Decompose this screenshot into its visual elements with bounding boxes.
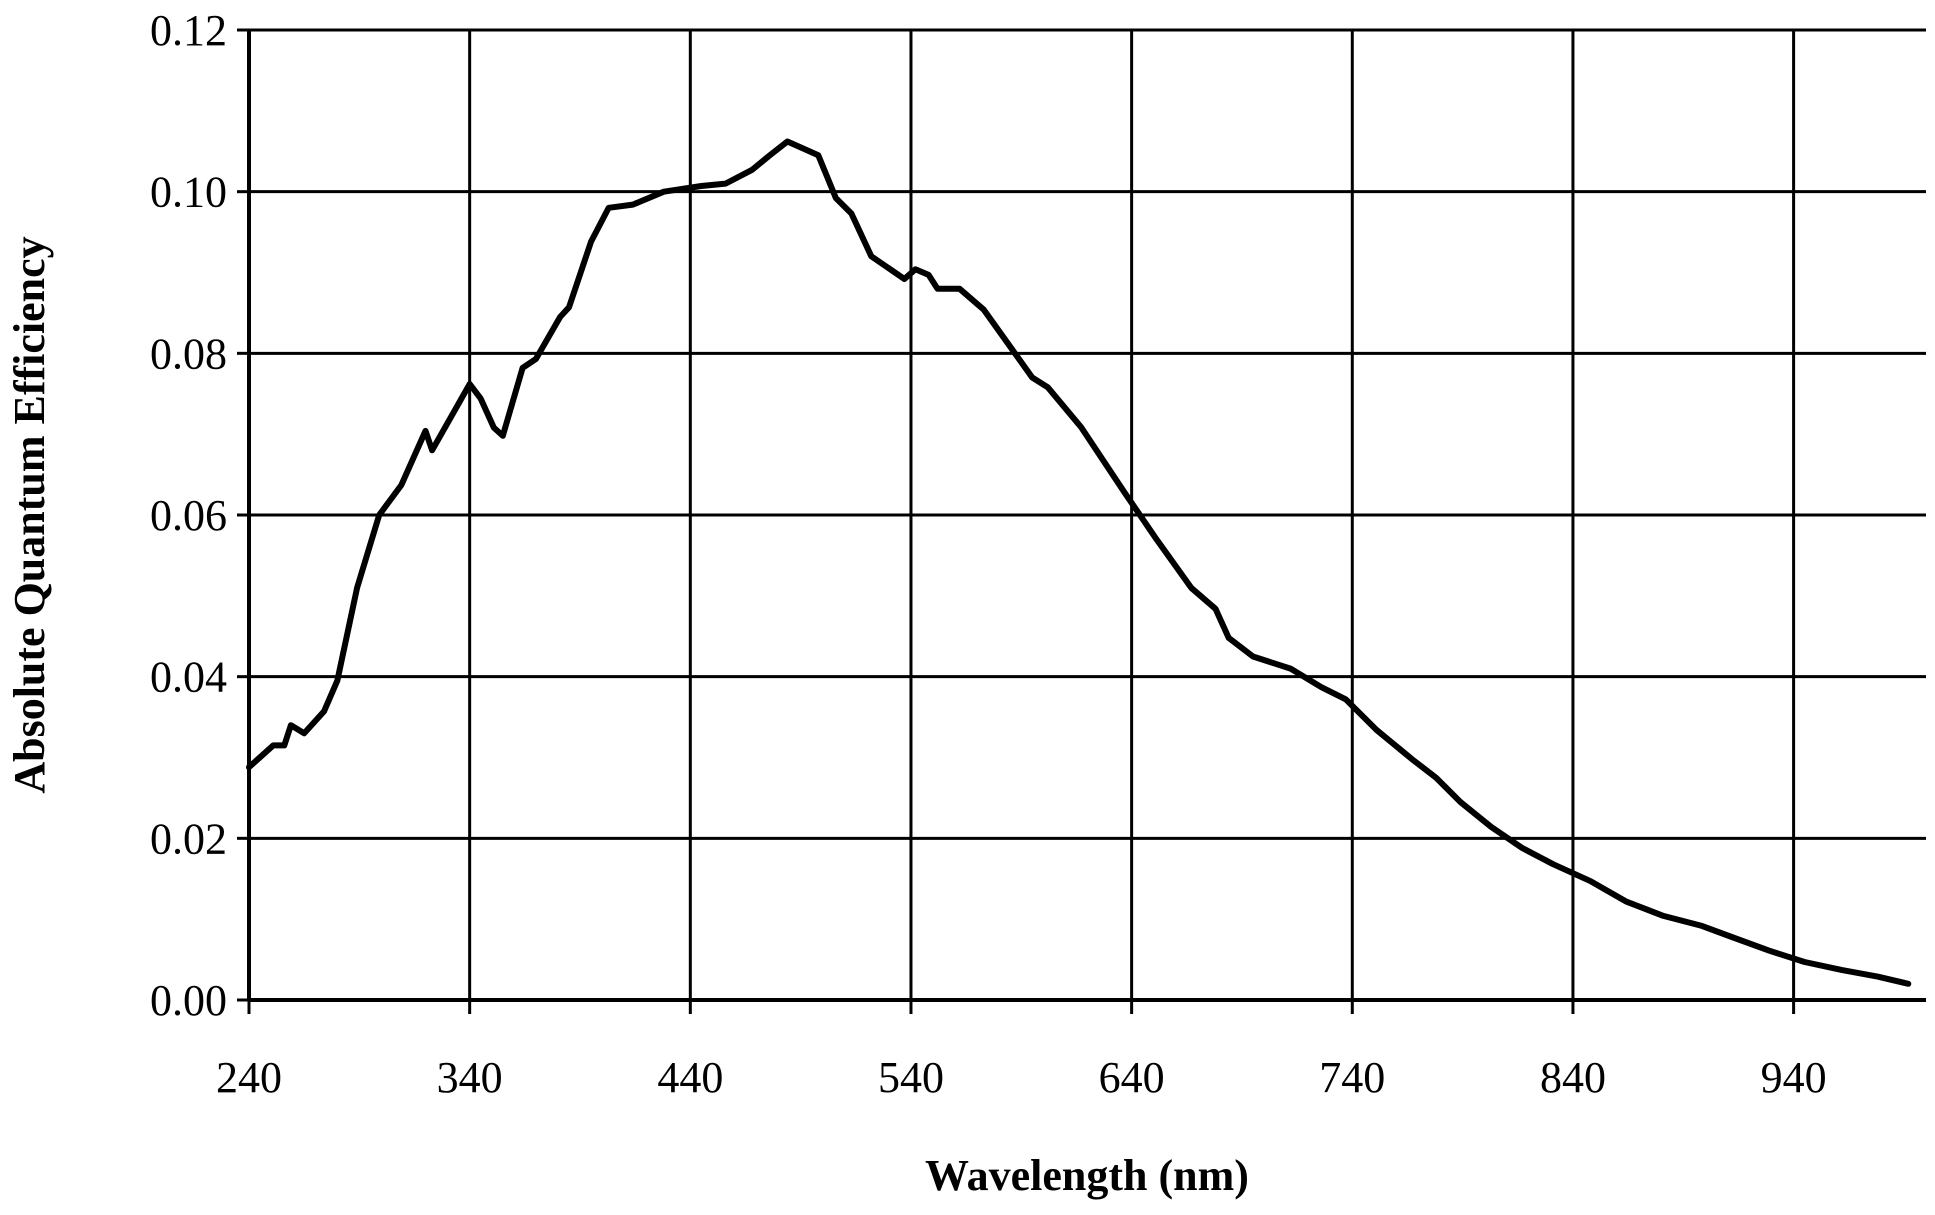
x-tick-label: 440 <box>657 1053 723 1102</box>
x-tick-label: 740 <box>1319 1053 1385 1102</box>
x-tick-label: 640 <box>1099 1053 1165 1102</box>
y-tick-label: 0.02 <box>150 814 227 863</box>
y-tick-label: 0.06 <box>150 491 227 540</box>
x-tick-label: 240 <box>216 1053 282 1102</box>
x-tick-label: 940 <box>1761 1053 1827 1102</box>
y-tick-label: 0.00 <box>150 976 227 1025</box>
x-axis-title: Wavelength (nm) <box>925 1151 1249 1200</box>
y-axis-title: Absolute Quantum Efficiency <box>5 236 54 793</box>
y-tick-label: 0.04 <box>150 653 227 702</box>
x-tick-label: 540 <box>878 1053 944 1102</box>
y-tick-label: 0.10 <box>150 168 227 217</box>
y-tick-label: 0.12 <box>150 6 227 55</box>
x-tick-label: 340 <box>437 1053 503 1102</box>
data-line <box>246 138 1912 987</box>
x-tick-label: 840 <box>1540 1053 1606 1102</box>
y-tick-label: 0.08 <box>150 329 227 378</box>
